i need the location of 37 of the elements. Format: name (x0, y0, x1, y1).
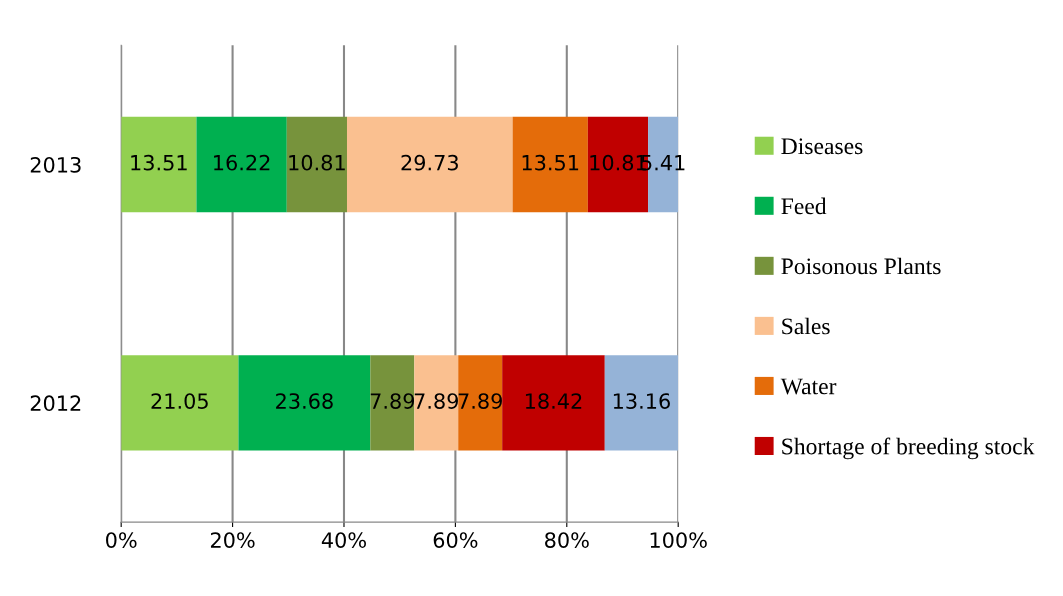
x-tick-label: 60% (433, 532, 478, 548)
x-tick-label: 100% (650, 532, 707, 548)
data-label: 13.51 (522, 154, 579, 171)
x-tick-label: 40% (321, 532, 366, 548)
y-tick-label: 2012 (30, 395, 81, 412)
y-tick-label: 2013 (30, 156, 81, 173)
legend-label: Sales (782, 317, 830, 335)
bar (121, 116, 197, 213)
bar (414, 355, 459, 451)
legend-label: Diseases (781, 138, 863, 155)
bar (512, 116, 588, 213)
data-label: 23.68 (276, 393, 333, 409)
x-tick-label: 80% (545, 532, 589, 548)
bar (286, 116, 347, 213)
data-label: 13.16 (613, 393, 670, 409)
data-label: 10.81 (289, 154, 345, 171)
bar (370, 355, 415, 451)
x-tick-label: 20% (210, 532, 255, 548)
bar (121, 355, 239, 451)
bar (346, 116, 513, 213)
data-label: 21.05 (151, 393, 208, 409)
bar (196, 116, 287, 213)
data-label: 13.51 (131, 154, 187, 171)
bar (458, 355, 503, 451)
legend-label: Water (780, 378, 837, 395)
data-label: 7.89 (458, 393, 502, 409)
data-label: 18.42 (525, 393, 582, 409)
x-tick-label: 0% (106, 532, 137, 548)
legend-label: Shortage of breeding stock (782, 437, 1035, 460)
data-label: 16.22 (214, 154, 270, 171)
bar (604, 355, 679, 451)
bar (502, 355, 605, 451)
bar (238, 355, 371, 451)
data-label: 7.89 (414, 393, 458, 409)
legend-label: Feed (781, 197, 827, 215)
data-label: 29.73 (401, 154, 458, 171)
legend-label: Poisonous Plants (781, 257, 941, 275)
